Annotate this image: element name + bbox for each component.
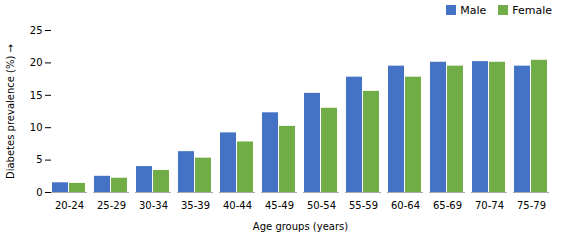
svg-text:30-34: 30-34 [139, 200, 168, 211]
svg-text:40-44: 40-44 [223, 200, 252, 211]
svg-text:25-29: 25-29 [97, 200, 126, 211]
svg-text:0: 0 [36, 187, 42, 198]
svg-text:55-59: 55-59 [349, 200, 378, 211]
svg-text:10: 10 [30, 122, 43, 133]
svg-text:20-24: 20-24 [55, 200, 84, 211]
svg-text:25: 25 [30, 25, 43, 36]
html-text:Female: Female [512, 3, 552, 17]
svg-text:Age groups (years): Age groups (years) [253, 221, 348, 232]
svg-text:20: 20 [30, 57, 43, 68]
svg-text:65-69: 65-69 [433, 200, 462, 211]
svg-text:50-54: 50-54 [307, 200, 336, 211]
svg-text:75-79: 75-79 [517, 200, 546, 211]
svg-text:Diabetes prevalence (%) →: Diabetes prevalence (%) → [5, 44, 16, 179]
svg-text:35-39: 35-39 [181, 200, 210, 211]
svg-text:5: 5 [36, 154, 42, 165]
svg-text:60-64: 60-64 [391, 200, 420, 211]
svg-text:70-74: 70-74 [475, 200, 504, 211]
svg-text:15: 15 [30, 90, 43, 101]
svg-text:45-49: 45-49 [265, 200, 294, 211]
html-text:Male: Male [460, 3, 487, 17]
